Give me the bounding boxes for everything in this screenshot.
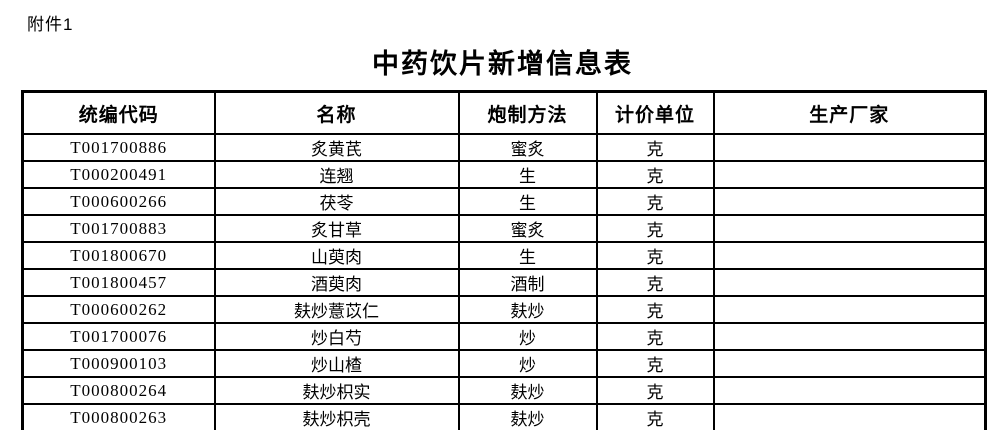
cell-code: T000600266 — [21, 187, 216, 216]
cell-method: 蜜炙 — [457, 133, 598, 162]
cell-code: T000800263 — [21, 403, 216, 430]
cell-unit: 克 — [595, 214, 715, 243]
cell-manufacturer — [712, 187, 987, 216]
table-row: T000800263 麸炒枳壳 麸炒 克 — [21, 403, 987, 430]
cell-name: 山萸肉 — [213, 241, 460, 270]
cell-manufacturer — [712, 241, 987, 270]
cell-unit: 克 — [595, 268, 715, 297]
cell-unit: 克 — [595, 349, 715, 378]
cell-name: 炒山楂 — [213, 349, 460, 378]
cell-manufacturer — [712, 268, 987, 297]
table-row: T001700886 炙黄芪 蜜炙 克 — [21, 133, 987, 162]
cell-name: 麸炒薏苡仁 — [213, 295, 460, 324]
cell-code: T000200491 — [21, 160, 216, 189]
cell-manufacturer — [712, 133, 987, 162]
cell-method: 麸炒 — [457, 376, 598, 405]
column-header-name: 名称 — [213, 90, 460, 135]
cell-name: 炙甘草 — [213, 214, 460, 243]
cell-manufacturer — [712, 160, 987, 189]
cell-code: T000900103 — [21, 349, 216, 378]
info-table: 统编代码 名称 炮制方法 计价单位 生产厂家 T001700886 炙黄芪 蜜炙… — [21, 90, 987, 430]
column-header-unit: 计价单位 — [595, 90, 715, 135]
cell-name: 连翘 — [213, 160, 460, 189]
cell-method: 酒制 — [457, 268, 598, 297]
cell-name: 酒萸肉 — [213, 268, 460, 297]
table-row: T000800264 麸炒枳实 麸炒 克 — [21, 376, 987, 405]
cell-unit: 克 — [595, 133, 715, 162]
cell-unit: 克 — [595, 187, 715, 216]
cell-code: T001700076 — [21, 322, 216, 351]
cell-method: 麸炒 — [457, 403, 598, 430]
cell-code: T001700886 — [21, 133, 216, 162]
table-row: T001700076 炒白芍 炒 克 — [21, 322, 987, 351]
cell-code: T001800670 — [21, 241, 216, 270]
cell-code: T001800457 — [21, 268, 216, 297]
column-header-method: 炮制方法 — [457, 90, 598, 135]
cell-method: 麸炒 — [457, 295, 598, 324]
cell-code: T001700883 — [21, 214, 216, 243]
table-body: T001700886 炙黄芪 蜜炙 克 T000200491 连翘 生 克 T0… — [21, 133, 987, 430]
cell-manufacturer — [712, 214, 987, 243]
cell-unit: 克 — [595, 160, 715, 189]
table-row: T000600262 麸炒薏苡仁 麸炒 克 — [21, 295, 987, 324]
table-row: T001700883 炙甘草 蜜炙 克 — [21, 214, 987, 243]
cell-manufacturer — [712, 403, 987, 430]
cell-name: 麸炒枳壳 — [213, 403, 460, 430]
page-title: 中药饮片新增信息表 — [372, 49, 633, 79]
cell-method: 炒 — [457, 349, 598, 378]
cell-name: 炙黄芪 — [213, 133, 460, 162]
cell-method: 生 — [457, 187, 598, 216]
cell-name: 茯苓 — [213, 187, 460, 216]
cell-name: 麸炒枳实 — [213, 376, 460, 405]
column-header-code: 统编代码 — [21, 90, 216, 135]
cell-unit: 克 — [595, 295, 715, 324]
table-row: T001800670 山萸肉 生 克 — [21, 241, 987, 270]
table-row: T000600266 茯苓 生 克 — [21, 187, 987, 216]
cell-manufacturer — [712, 349, 987, 378]
cell-unit: 克 — [595, 322, 715, 351]
table-row: T000900103 炒山楂 炒 克 — [21, 349, 987, 378]
table-row: T001800457 酒萸肉 酒制 克 — [21, 268, 987, 297]
cell-method: 炒 — [457, 322, 598, 351]
cell-manufacturer — [712, 376, 987, 405]
cell-code: T000800264 — [21, 376, 216, 405]
cell-code: T000600262 — [21, 295, 216, 324]
table-row: T000200491 连翘 生 克 — [21, 160, 987, 189]
attachment-label: 附件1 — [27, 15, 74, 34]
cell-method: 生 — [457, 160, 598, 189]
cell-method: 蜜炙 — [457, 214, 598, 243]
cell-manufacturer — [712, 322, 987, 351]
table-header-row: 统编代码 名称 炮制方法 计价单位 生产厂家 — [21, 90, 987, 135]
cell-unit: 克 — [595, 241, 715, 270]
cell-name: 炒白芍 — [213, 322, 460, 351]
column-header-manufacturer: 生产厂家 — [712, 90, 987, 135]
cell-manufacturer — [712, 295, 987, 324]
cell-method: 生 — [457, 241, 598, 270]
cell-unit: 克 — [595, 403, 715, 430]
cell-unit: 克 — [595, 376, 715, 405]
